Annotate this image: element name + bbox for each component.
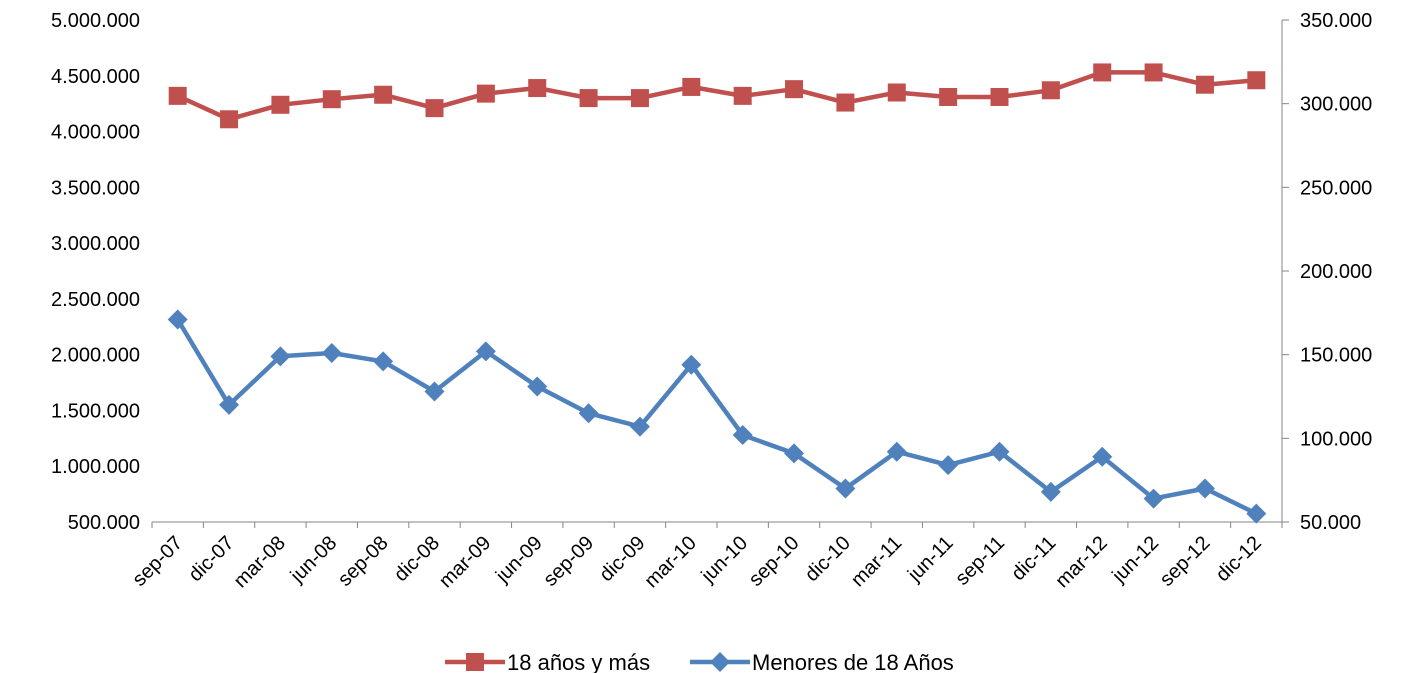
x-tick-label: mar-11 bbox=[847, 532, 906, 591]
data-point-minors bbox=[886, 441, 907, 462]
x-tick-label: sep-09 bbox=[539, 532, 598, 591]
data-point-minors bbox=[732, 424, 753, 445]
data-point-adults bbox=[887, 83, 906, 102]
data-point-adults bbox=[733, 86, 752, 105]
x-tick-label: dic-10 bbox=[801, 532, 855, 586]
data-point-adults bbox=[1144, 63, 1163, 82]
x-tick-label: sep-11 bbox=[951, 532, 1009, 590]
data-point-minors bbox=[373, 351, 394, 372]
data-point-adults bbox=[630, 89, 649, 108]
data-point-adults bbox=[785, 80, 804, 99]
data-point-minors bbox=[1246, 503, 1267, 524]
data-point-adults bbox=[990, 87, 1009, 106]
data-point-adults bbox=[322, 90, 341, 109]
data-point-adults bbox=[168, 86, 187, 105]
data-point-adults bbox=[528, 79, 547, 98]
x-tick-label: jun-08 bbox=[286, 532, 342, 588]
series-layer bbox=[167, 63, 1267, 524]
left-tick-label: 1.500.000 bbox=[51, 400, 140, 422]
data-point-adults bbox=[836, 93, 855, 112]
x-tick-label: mar-10 bbox=[640, 532, 700, 592]
legend-label-minors: Menores de 18 Años bbox=[752, 650, 954, 673]
data-point-adults bbox=[682, 77, 701, 96]
left-axis-ticks: 500.000 1.000.000 1.500.000 2.000.000 2.500.… bbox=[51, 10, 140, 534]
x-tick-label: sep-07 bbox=[128, 532, 187, 591]
data-point-adults bbox=[579, 89, 598, 108]
x-tick-label: jun-09 bbox=[491, 532, 547, 588]
x-tick-label: mar-12 bbox=[1051, 532, 1111, 592]
right-tick-label: 350.000 bbox=[1300, 10, 1372, 32]
x-tick-label: sep-08 bbox=[334, 532, 393, 591]
data-point-minors bbox=[629, 416, 650, 437]
left-tick-label: 5.000.000 bbox=[51, 10, 140, 32]
data-point-adults bbox=[1041, 81, 1060, 100]
data-point-minors bbox=[219, 394, 240, 415]
data-point-minors bbox=[475, 341, 496, 362]
left-tick-label: 1.000.000 bbox=[51, 456, 140, 478]
right-tick-label: 50.000 bbox=[1300, 512, 1361, 534]
left-tick-label: 4.500.000 bbox=[51, 66, 140, 88]
right-tick-label: 150.000 bbox=[1300, 345, 1372, 367]
x-tick-label: jun-12 bbox=[1108, 532, 1164, 588]
x-tick-label: mar-09 bbox=[435, 532, 495, 592]
right-axis-ticks: 50.000 100.000 150.000 200.000 250.000 300.00… bbox=[1282, 10, 1372, 534]
axes bbox=[152, 20, 1283, 523]
data-point-adults bbox=[1195, 75, 1214, 94]
data-point-minors bbox=[167, 309, 188, 330]
left-tick-label: 3.500.000 bbox=[51, 177, 140, 199]
data-point-minors bbox=[784, 443, 805, 464]
left-tick-label: 3.000.000 bbox=[51, 233, 140, 255]
legend-label-adults: 18 años y más bbox=[507, 650, 650, 673]
legend-marker-minors bbox=[710, 652, 730, 672]
legend: 18 años y más Menores de 18 Años bbox=[445, 650, 954, 673]
data-point-minors bbox=[989, 441, 1010, 462]
left-tick-label: 4.000.000 bbox=[51, 122, 140, 144]
data-point-minors bbox=[938, 455, 959, 476]
series-line-minors bbox=[175, 318, 1258, 516]
data-point-minors bbox=[1040, 481, 1061, 502]
data-point-minors bbox=[1143, 488, 1164, 509]
data-point-minors bbox=[321, 342, 342, 363]
x-tick-label: sep-10 bbox=[745, 532, 804, 591]
data-point-minors bbox=[424, 381, 445, 402]
left-tick-label: 2.500.000 bbox=[51, 289, 140, 311]
data-point-minors bbox=[270, 346, 291, 367]
data-point-minors bbox=[835, 478, 856, 499]
x-tick-label: mar-08 bbox=[230, 532, 290, 592]
data-point-minors bbox=[578, 403, 599, 424]
x-tick-label: jun-10 bbox=[697, 532, 753, 588]
right-tick-label: 250.000 bbox=[1300, 177, 1372, 199]
data-point-minors bbox=[1092, 446, 1113, 467]
left-tick-label: 500.000 bbox=[68, 512, 140, 534]
data-point-minors bbox=[527, 376, 548, 397]
data-point-adults bbox=[476, 84, 495, 103]
left-tick-label: 2.000.000 bbox=[51, 345, 140, 367]
x-tick-label: jun-11 bbox=[903, 532, 958, 587]
x-axis-ticks: sep-07dic-07mar-08jun-08sep-08dic-08mar-… bbox=[128, 522, 1283, 592]
data-point-adults bbox=[939, 87, 958, 106]
data-point-adults bbox=[425, 99, 444, 118]
data-point-adults bbox=[271, 95, 290, 114]
x-tick-label: sep-12 bbox=[1156, 532, 1215, 591]
data-point-adults bbox=[220, 110, 239, 129]
series-line-adults bbox=[176, 70, 1257, 122]
data-point-adults bbox=[1247, 71, 1266, 90]
right-tick-label: 200.000 bbox=[1300, 261, 1372, 283]
data-point-minors bbox=[1194, 478, 1215, 499]
data-point-adults bbox=[1093, 63, 1112, 82]
right-tick-label: 300.000 bbox=[1300, 94, 1372, 116]
x-tick-label: dic-12 bbox=[1212, 532, 1266, 586]
right-tick-label: 100.000 bbox=[1300, 428, 1372, 450]
data-point-adults bbox=[374, 85, 393, 104]
data-point-minors bbox=[681, 354, 702, 375]
legend-marker-adults bbox=[466, 653, 484, 671]
